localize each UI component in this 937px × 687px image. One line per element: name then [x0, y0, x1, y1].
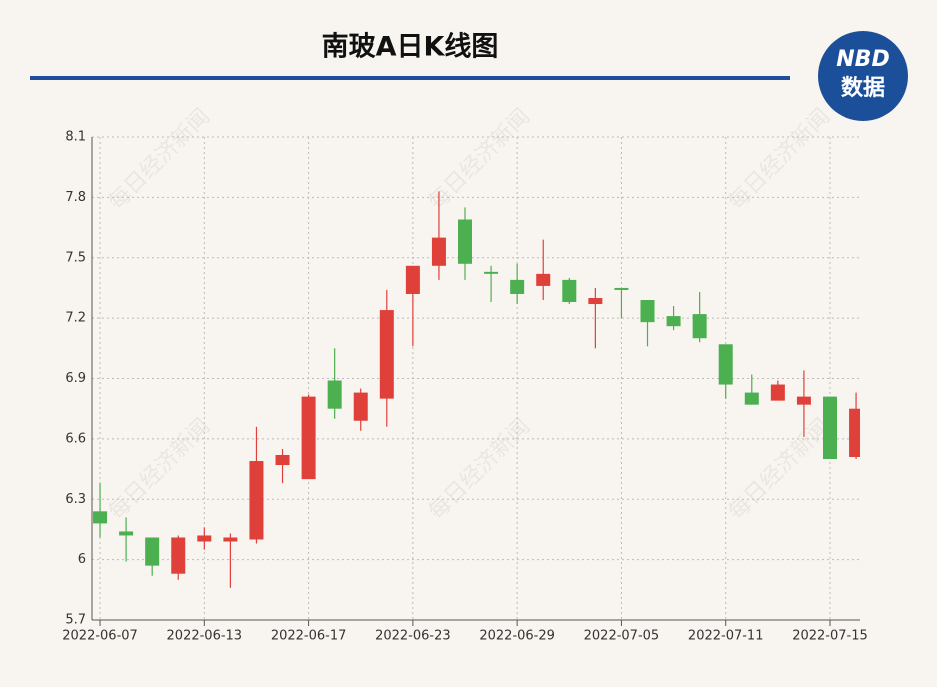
candle-body [718, 344, 733, 385]
candle-body [536, 273, 551, 286]
logo-text: 数据 [841, 75, 885, 101]
candle-body [562, 279, 577, 303]
candle-body [223, 537, 238, 542]
candle-body [353, 392, 368, 421]
candle-body [145, 537, 160, 566]
y-tick-label: 8.1 [65, 130, 86, 145]
watermark: 每日经济新闻 [724, 414, 835, 525]
x-tick-label: 2022-07-11 [688, 629, 764, 644]
y-tick-label: 6 [78, 552, 86, 567]
watermark: 每日经济新闻 [724, 104, 835, 215]
candle-body [770, 384, 785, 401]
candle-body [614, 287, 629, 290]
x-tick-label: 2022-06-07 [62, 629, 138, 644]
candle-body [171, 537, 186, 574]
x-tick-label: 2022-07-05 [584, 629, 660, 644]
logo-text: NBD [836, 47, 889, 72]
y-tick-label: 7.5 [65, 250, 86, 265]
candle-body [510, 279, 525, 294]
axes: 5.7 6 6.3 6.6 6.9 7.2 7.5 7.8 8.1 2022-06-07 2022-… [62, 130, 868, 644]
candle-body [796, 396, 811, 405]
y-tick-label: 7.2 [65, 311, 86, 326]
y-tick-label: 6.6 [65, 431, 86, 446]
x-tick-label: 2022-06-13 [167, 629, 243, 644]
chart-title: 南玻A日K线图 [322, 32, 499, 63]
candle-body [458, 219, 473, 264]
candle-body [692, 314, 707, 339]
title-underline [30, 76, 790, 80]
x-tick-label: 2022-06-23 [375, 629, 451, 644]
candle-body [484, 271, 499, 274]
candle-body [379, 310, 394, 399]
y-tick-label: 6.9 [65, 371, 86, 386]
candle-body [849, 408, 860, 457]
candle-body [744, 392, 759, 405]
plot [93, 191, 860, 588]
watermark: 每日经济新闻 [104, 104, 215, 215]
y-tick-label: 5.7 [65, 613, 86, 628]
x-tick-label: 2022-06-29 [479, 629, 555, 644]
candle-body [249, 461, 264, 540]
candle-body [666, 316, 681, 327]
x-tick-label: 2022-07-15 [792, 629, 868, 644]
candle-body [197, 535, 212, 542]
candle-body [327, 380, 342, 409]
candle-body [405, 265, 420, 294]
x-tick-label: 2022-06-17 [271, 629, 347, 644]
candle-body [822, 396, 837, 459]
candle-body [275, 454, 290, 466]
candle-body [119, 531, 134, 536]
candle-body [301, 396, 316, 480]
watermark: 每日经济新闻 [424, 104, 535, 215]
y-tick-label: 6.3 [65, 492, 86, 507]
candle-body [640, 300, 655, 323]
candle-body [431, 237, 446, 266]
candle-body [588, 298, 603, 305]
y-tick-label: 7.8 [65, 190, 86, 205]
logo-circle [818, 31, 908, 121]
candle-body [93, 511, 108, 524]
watermark: 每日经济新闻 [104, 414, 215, 525]
watermark: 每日经济新闻 [424, 414, 535, 525]
